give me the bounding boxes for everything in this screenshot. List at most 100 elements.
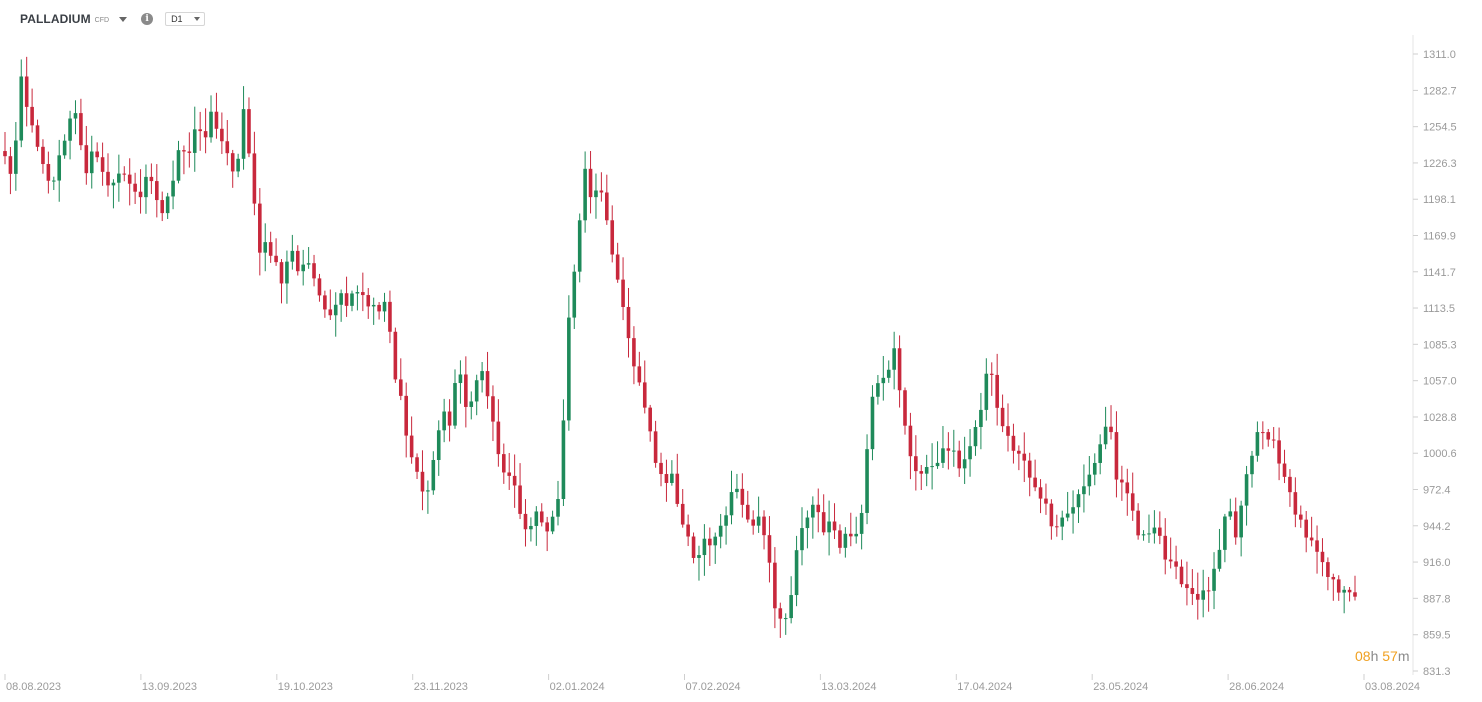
candle-body — [1114, 432, 1119, 480]
candle-body — [469, 401, 474, 407]
candle-body — [973, 426, 978, 447]
candle-bearish — [1206, 576, 1211, 612]
candle-body — [914, 456, 918, 472]
candle-bullish — [859, 504, 864, 550]
candle-body — [968, 446, 972, 460]
candle-body — [312, 263, 316, 279]
candle-bearish — [740, 473, 745, 518]
candle-body — [854, 533, 859, 537]
candle-bearish — [1336, 575, 1341, 601]
candle-bullish — [241, 86, 246, 170]
candle-bearish — [203, 108, 208, 154]
candle-bullish — [783, 613, 788, 635]
candle-body — [192, 129, 197, 153]
candle-body — [577, 220, 582, 272]
candle-bearish — [1038, 479, 1043, 514]
candle-bearish — [1168, 537, 1173, 569]
candle-body — [984, 373, 989, 410]
candle-body — [426, 490, 430, 492]
candle-bearish — [160, 191, 165, 222]
candle-bullish — [171, 160, 175, 210]
candle-bearish — [328, 289, 333, 320]
candle-body — [431, 459, 436, 491]
x-tick-label: 13.09.2023 — [142, 681, 197, 693]
candle-body — [1049, 503, 1054, 527]
candle-body — [377, 304, 381, 312]
candle-bullish — [881, 355, 886, 401]
y-axis: 1311.0 1282.7 1254.5 1226.3 1198.1 1169.9 1141… — [1412, 35, 1457, 678]
candle-bullish — [556, 480, 560, 526]
candle-body — [160, 200, 165, 214]
candle-body — [171, 180, 175, 197]
candle-countdown: 08h 57m — [1355, 648, 1410, 664]
candle-body — [518, 485, 522, 514]
candle-bearish — [214, 92, 219, 139]
candle-body — [14, 140, 18, 174]
candle-bearish — [1114, 411, 1119, 498]
candle-bullish — [306, 247, 311, 269]
candle-body — [870, 396, 875, 450]
candle-bullish — [534, 506, 539, 546]
candle-body — [155, 181, 159, 201]
candle-bearish — [539, 503, 544, 527]
candle-body — [198, 129, 202, 132]
candle-body — [1141, 534, 1146, 536]
timeframe-select[interactable]: D1 — [165, 12, 206, 26]
candle-bearish — [344, 276, 349, 317]
candle-body — [474, 380, 479, 402]
candle-bullish — [371, 297, 376, 325]
candle-body — [827, 521, 831, 533]
candle-body — [404, 395, 409, 436]
candle-body — [1201, 590, 1205, 600]
candle-bearish — [1163, 518, 1168, 575]
x-tick-label: 23.11.2023 — [414, 681, 468, 693]
x-tick-label: 23.05.2024 — [1093, 681, 1148, 693]
candle-bullish — [951, 429, 956, 467]
candle-bearish — [848, 512, 853, 547]
candle-bearish — [762, 510, 766, 550]
candle-body — [501, 454, 506, 473]
candle-bullish — [1201, 569, 1205, 618]
candle-body — [1071, 507, 1075, 514]
candle-bearish — [1130, 472, 1135, 521]
candle-bearish — [420, 450, 425, 511]
candle-body — [1266, 432, 1271, 440]
candle-body — [583, 168, 587, 221]
candle-bearish — [995, 353, 999, 426]
candle-bearish — [317, 273, 322, 302]
candle-bullish — [697, 545, 701, 581]
candle-body — [1103, 426, 1108, 445]
countdown-minutes: 57 — [1382, 648, 1398, 664]
candle-bearish — [675, 453, 680, 507]
candle-body — [1347, 589, 1352, 593]
candle-bullish — [1239, 500, 1243, 557]
candle-body — [935, 462, 940, 467]
candle-body — [117, 173, 121, 183]
candle-body — [1082, 486, 1086, 495]
candle-bearish — [518, 463, 522, 520]
candle-bullish — [1060, 510, 1065, 541]
candle-body — [859, 512, 864, 534]
candle-body — [165, 196, 170, 214]
candle-body — [686, 524, 690, 537]
x-tick-label: 19.10.2023 — [278, 681, 333, 693]
candle-body — [979, 409, 983, 427]
symbol-name[interactable]: PALLADIUM — [20, 12, 91, 26]
candle-bearish — [8, 146, 13, 195]
candle-body — [1212, 568, 1216, 591]
candle-bullish — [930, 443, 934, 490]
candle-bearish — [274, 238, 278, 266]
candle-body — [876, 383, 880, 397]
candle-bullish — [1212, 552, 1216, 610]
candle-body — [561, 420, 566, 500]
info-icon[interactable]: i — [141, 13, 154, 25]
candle-body — [1223, 516, 1227, 550]
candle-bullish — [382, 292, 387, 322]
candle-bearish — [610, 205, 615, 263]
candle-body — [594, 190, 598, 198]
candle-body — [187, 151, 192, 153]
chevron-down-icon[interactable] — [119, 16, 128, 22]
y-tick-label: 944.2 — [1423, 521, 1451, 533]
candle-body — [529, 525, 533, 530]
